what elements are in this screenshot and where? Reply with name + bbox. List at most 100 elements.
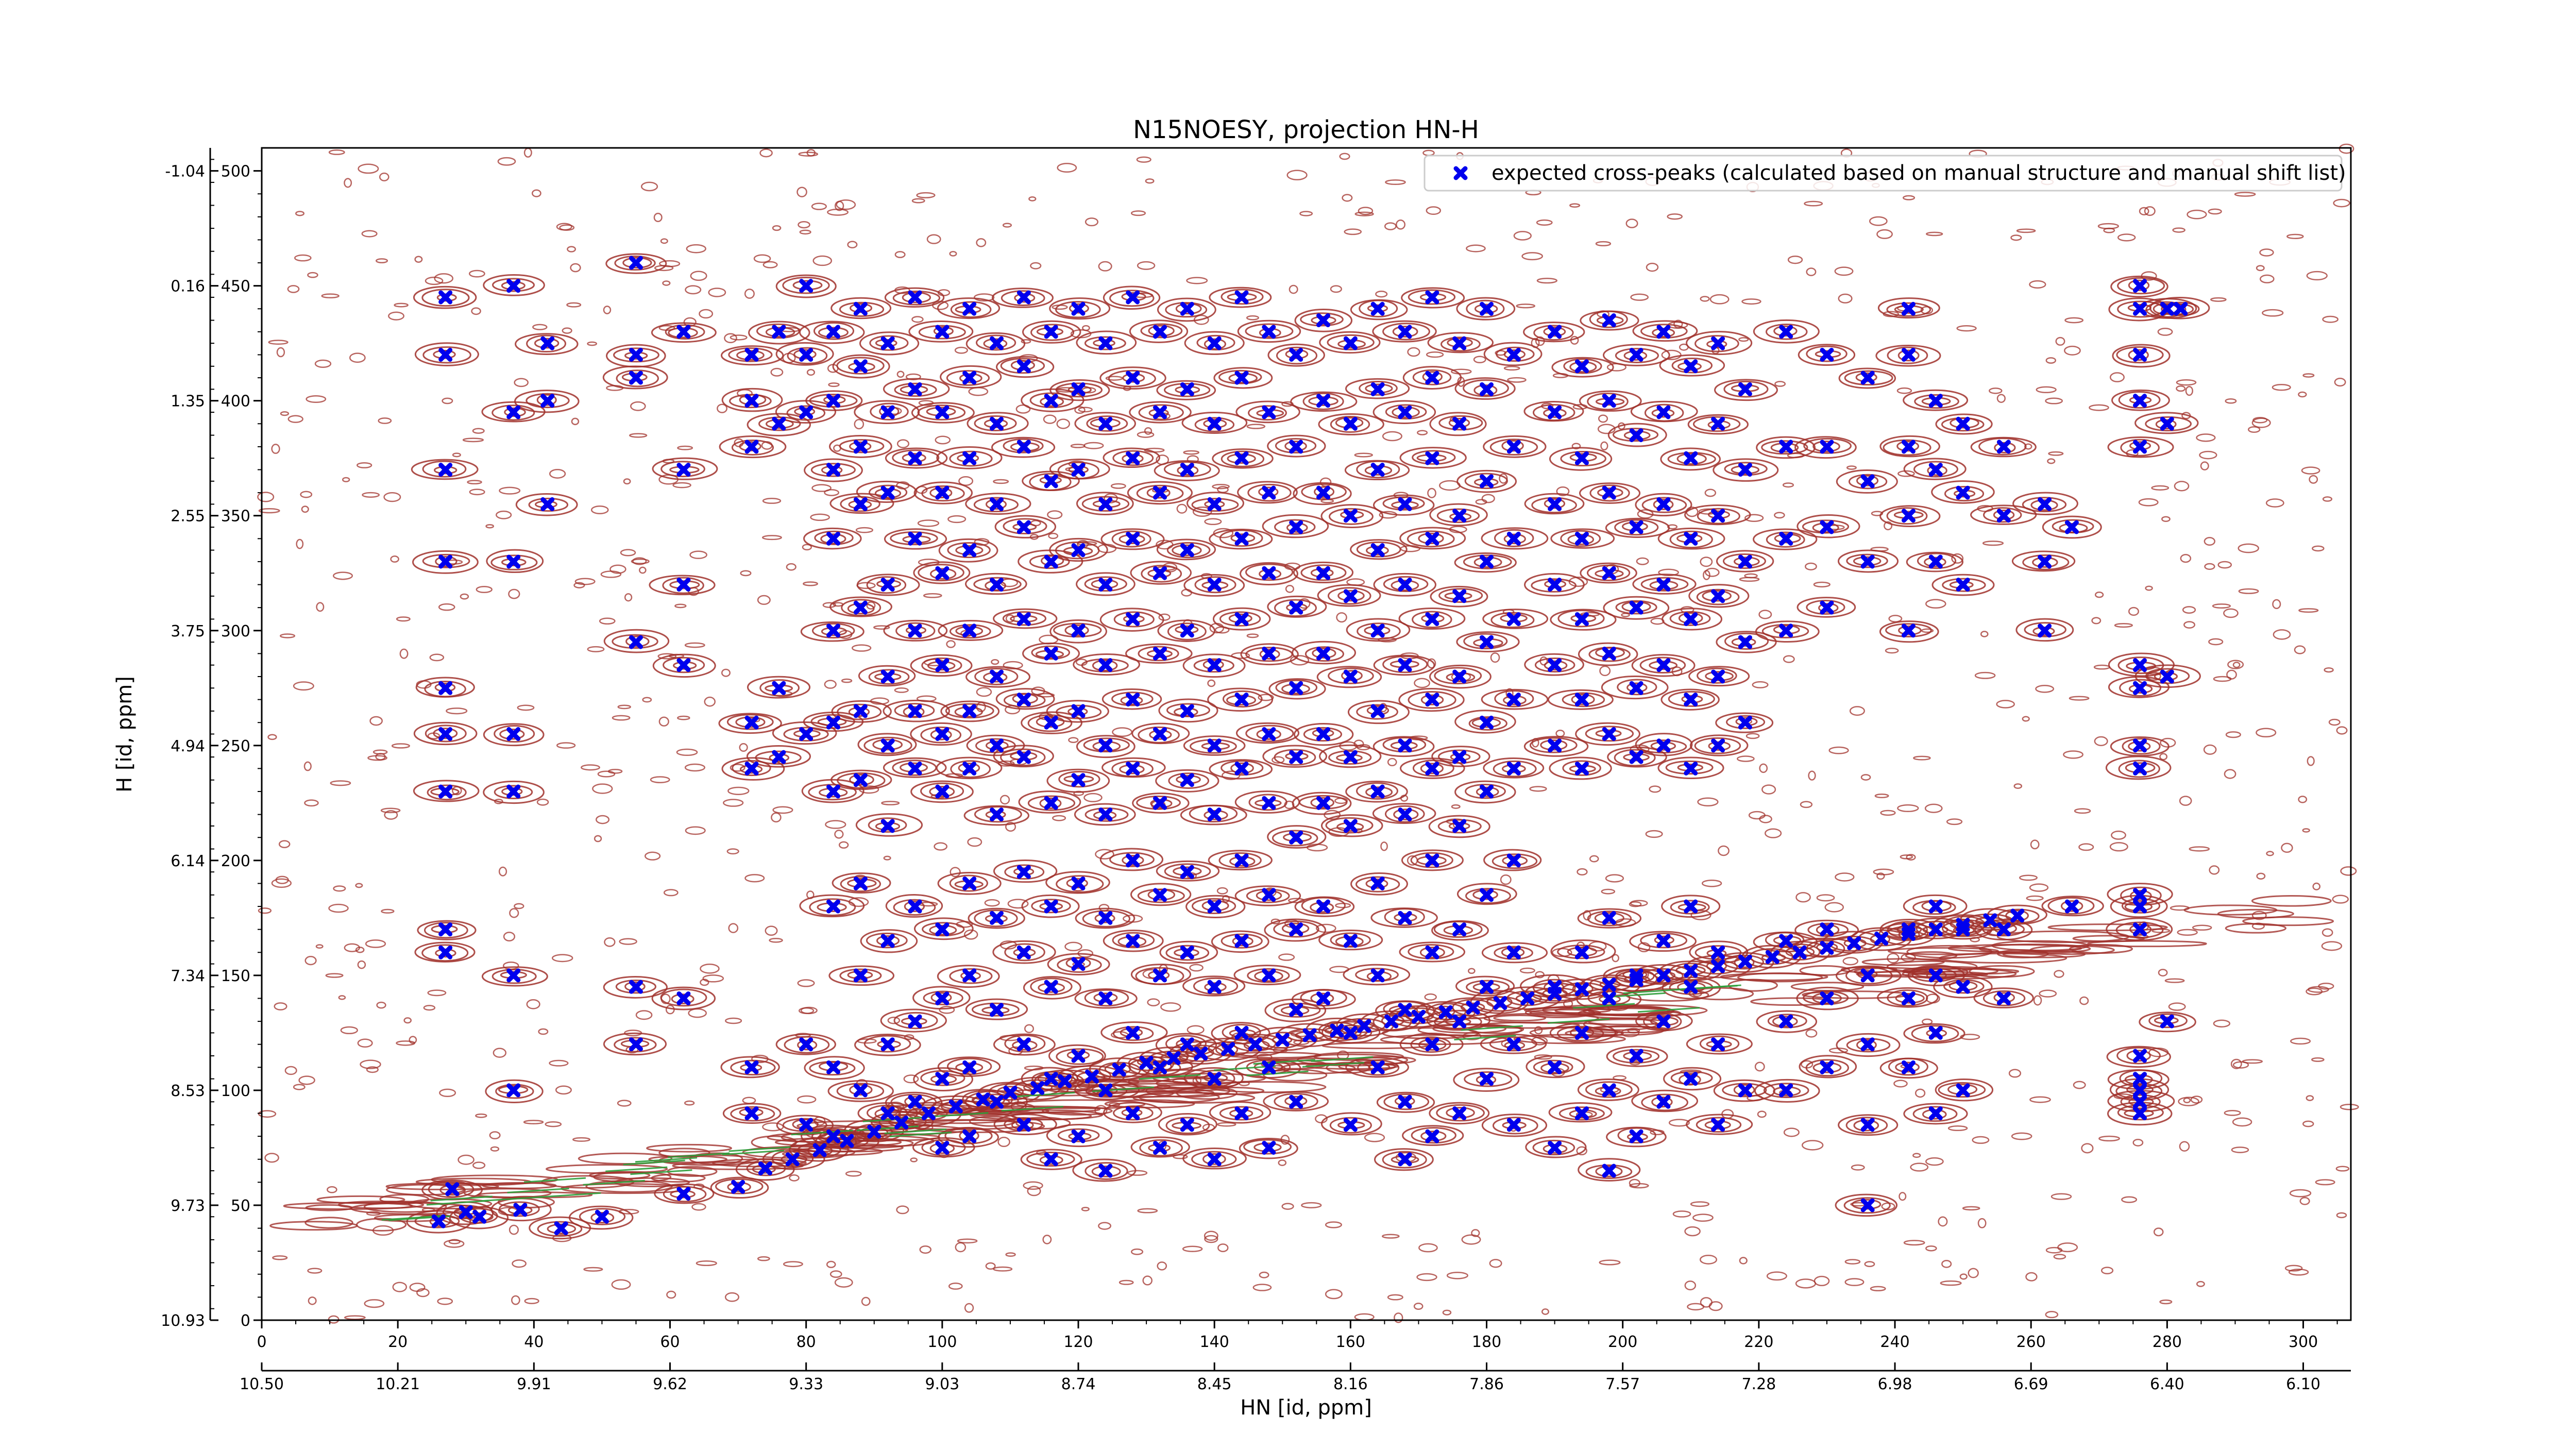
x-tick-label: 100 [927,1333,957,1351]
peak-contour [1686,1114,1753,1135]
noise-contour [827,208,849,216]
noise-contour [295,211,305,216]
noise-contour [1739,1257,1748,1265]
peak-contour [912,986,971,1010]
peak-contour [968,907,1025,929]
peak-contour [1716,550,1774,572]
noise-contour [2302,1120,2314,1127]
cross-peak-marker [1602,1164,1616,1178]
peak-contour [1004,943,1045,962]
diagonal-contour [1208,1081,1327,1093]
peak-contour [1328,508,1374,525]
cross-peak-marker [1466,1000,1480,1015]
noise-contour [2203,744,2217,755]
noise-contour [2100,1267,2114,1274]
noise-contour [258,907,272,914]
cross-peak-marker [1506,612,1521,626]
noise-contour [1599,665,1611,677]
cross-peak-marker [1452,509,1467,523]
cross-peak-marker [1506,693,1521,707]
cross-peak-marker [1262,968,1276,983]
peak-contour [1429,412,1487,436]
cross-peak-marker [880,819,895,833]
peak-contour [946,370,990,386]
noise-contour [1914,1088,1926,1098]
noise-contour [2048,451,2064,456]
cross-peak-marker [1480,888,1494,902]
peak-contour [1320,814,1383,837]
peak-contour [1456,631,1520,653]
peak-contour [1549,447,1613,471]
cross-peak-marker [1289,922,1303,937]
cross-peak-marker [629,635,643,649]
cross-peak-marker [1098,991,1113,1005]
noise-contour [524,1298,539,1304]
noise-contour [1887,953,1900,964]
noise-contour [1704,488,1717,497]
cross-peak-marker [506,968,521,983]
noise-contour [2288,1268,2309,1276]
peak-contour [950,301,992,318]
peak-contour [1911,1025,1959,1042]
noise-contour [1913,755,1931,761]
peak-contour [1731,465,1760,475]
cross-peak-marker [1180,1037,1194,1052]
cross-peak-marker [853,704,868,718]
noise-contour [2183,1097,2191,1104]
peak-contour [1671,358,1713,374]
cross-peak-marker [1234,761,1249,776]
cross-peak-marker [2160,669,2174,684]
noise-contour [1842,957,1859,966]
peak-contour [1267,595,1327,618]
cross-peak-marker [1574,612,1589,626]
cross-peak-marker [744,347,759,362]
peak-contour [492,969,537,984]
peak-contour [1182,653,1246,678]
noise-contour [2089,404,2109,411]
cross-peak-marker [1860,1037,1875,1052]
noise-contour [1042,1235,1052,1244]
green-contour [1461,1025,1523,1031]
noise-contour [603,306,612,314]
noise-contour [772,806,793,814]
peak-contour [1111,692,1154,706]
peak-contour [1490,612,1535,628]
noise-contour [1599,1259,1621,1266]
noise-contour [2224,769,2236,779]
cross-peak-marker [1711,1037,1725,1052]
noise-contour [2196,1280,2205,1287]
cross-peak-marker [2133,1083,2147,1098]
peak-contour [1345,781,1408,803]
peak-contour [1560,530,1601,547]
noise-contour [2091,617,2102,625]
noise-contour [1925,1157,1944,1166]
peak-contour [1676,452,1707,465]
noise-contour [1002,223,1012,228]
cross-peak-marker [1520,991,1535,1005]
noise-contour [2145,585,2153,591]
noise-contour [294,254,312,262]
peak-contour [991,436,1056,458]
noise-contour [1015,404,1031,414]
noise-contour [1382,1234,1400,1239]
noise-contour [2036,386,2057,394]
peak-contour [1807,922,1849,937]
noise-contour [1387,757,1397,767]
peak-contour [1474,304,1498,314]
x-ppm-tick-label: 6.69 [2014,1375,2048,1393]
noise-contour [2309,475,2318,484]
noise-contour [1468,968,1476,974]
noise-contour [861,1296,871,1306]
peak-contour [1754,1079,1820,1103]
peak-contour [1099,848,1164,871]
peak-contour [1579,482,1641,504]
noise-contour [604,937,616,947]
peak-contour [1240,643,1299,666]
noise-contour [471,307,481,315]
cross-peak-marker [1602,313,1616,328]
noise-contour [2183,621,2196,629]
cross-peak-marker [867,1124,882,1139]
peak-contour [425,724,467,743]
noise-contour [314,359,332,368]
